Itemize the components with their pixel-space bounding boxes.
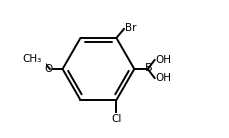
Text: B: B bbox=[145, 63, 152, 73]
Text: Br: Br bbox=[125, 23, 136, 33]
Text: OH: OH bbox=[155, 55, 171, 65]
Text: CH₃: CH₃ bbox=[22, 54, 41, 64]
Text: OH: OH bbox=[155, 73, 171, 83]
Text: O: O bbox=[44, 64, 52, 74]
Text: Cl: Cl bbox=[111, 114, 121, 124]
